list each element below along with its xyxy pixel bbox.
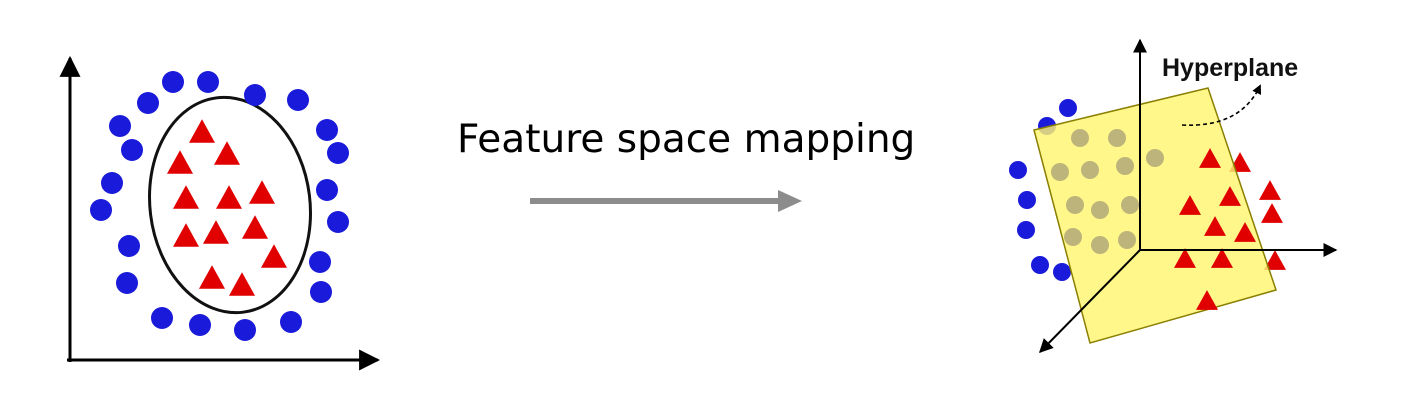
triangle-point [173, 185, 199, 209]
circle-point [327, 211, 349, 233]
triangle-point [1219, 186, 1241, 206]
triangle-point [1196, 290, 1218, 310]
triangle-point [1234, 222, 1256, 242]
triangle-point [203, 220, 229, 244]
circle-point [1017, 221, 1035, 239]
circle-point [316, 119, 338, 141]
triangle-point [189, 119, 215, 143]
triangle-point [1199, 148, 1221, 168]
triangle-class-points-back [1229, 152, 1286, 270]
hyperplane [1033, 87, 1277, 344]
circle-point-through-plane [1081, 161, 1099, 179]
circle-point [310, 281, 332, 303]
circle-point-through-plane [1064, 228, 1082, 246]
triangle-point [1264, 250, 1286, 270]
circle-point [244, 84, 266, 106]
circle-point [309, 251, 331, 273]
circle-point [1059, 99, 1077, 117]
circle-point [1018, 191, 1036, 209]
circle-point-through-plane [1116, 157, 1134, 175]
circle-point [234, 319, 256, 341]
triangle-point [214, 141, 240, 165]
triangle-point [1261, 203, 1283, 223]
circle-point [1009, 161, 1027, 179]
circle-point-through-plane [1146, 149, 1164, 167]
circle-point-through-plane [1121, 196, 1139, 214]
triangle-point [199, 265, 225, 289]
circle-point [121, 139, 143, 161]
circle-point-through-plane [1091, 201, 1109, 219]
circle-class-points [90, 71, 349, 341]
triangle-point [261, 244, 287, 268]
input-space-panel [59, 55, 381, 371]
circle-class-points-back [1009, 99, 1077, 281]
hyperplane-label: Hyperplane [1162, 54, 1298, 82]
circle-point [162, 71, 184, 93]
triangle-point [1179, 195, 1201, 215]
triangle-point [1174, 248, 1196, 268]
circle-point [280, 311, 302, 333]
triangle-class-points-front [1174, 148, 1256, 310]
circle-point [327, 142, 349, 164]
circle-point-through-plane [1108, 129, 1126, 147]
triangle-point [173, 223, 199, 247]
feature-space-panel: Hyperplane [1009, 38, 1338, 353]
circle-point [137, 92, 159, 114]
mapping-arrow [530, 190, 802, 212]
circle-point [189, 314, 211, 336]
circle-point-through-plane [1118, 231, 1136, 249]
triangle-point [167, 150, 193, 174]
triangle-class-points [167, 119, 287, 296]
triangle-point [1211, 248, 1233, 268]
decision-boundary-ellipse [148, 95, 312, 315]
circle-point [287, 89, 309, 111]
circle-point [101, 172, 123, 194]
circle-point-through-plane [1071, 129, 1089, 147]
circle-point [1053, 263, 1071, 281]
circle-point [316, 179, 338, 201]
circle-point [116, 272, 138, 294]
triangle-point [1204, 216, 1226, 236]
circle-point-through-plane [1051, 163, 1069, 181]
circle-point-through-plane [1066, 196, 1084, 214]
triangle-point [242, 215, 268, 239]
circle-point [151, 307, 173, 329]
circle-point [197, 71, 219, 93]
triangle-point [1259, 180, 1281, 200]
y-axis [1039, 249, 1141, 353]
circle-point-through-plane [1091, 236, 1109, 254]
mapping-caption: Feature space mapping [457, 117, 915, 162]
triangle-point [216, 185, 242, 209]
circle-class-points-through-plane [1051, 129, 1164, 254]
circle-point [1031, 256, 1049, 274]
circle-point [109, 115, 131, 137]
circle-point [118, 235, 140, 257]
hyperplane-pointer [1181, 84, 1262, 126]
circle-point [90, 199, 112, 221]
triangle-point [229, 272, 255, 296]
triangle-point [249, 180, 275, 204]
